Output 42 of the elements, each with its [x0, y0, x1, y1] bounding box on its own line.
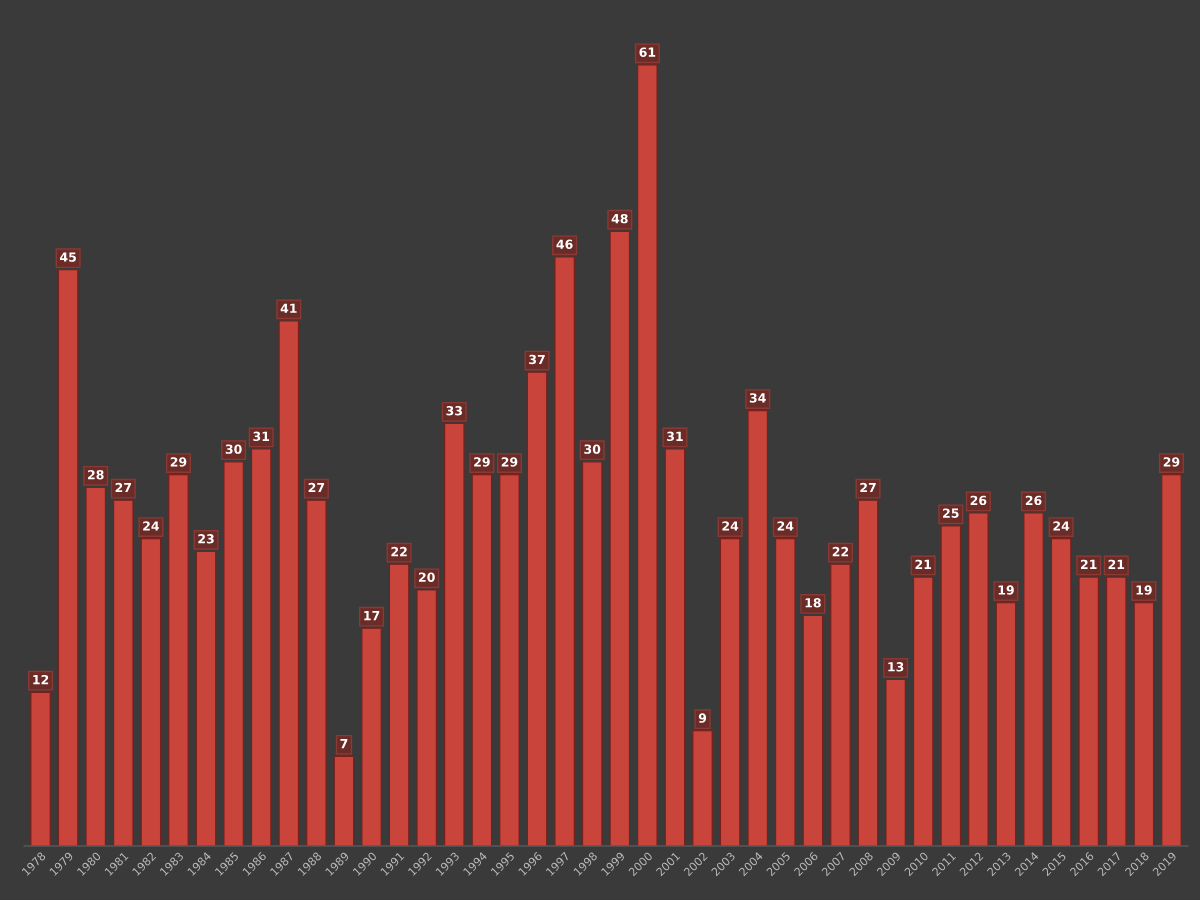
data-label: 21: [1108, 559, 1125, 569]
data-label: 41: [280, 303, 297, 313]
data-label: 7: [340, 739, 348, 749]
data-label: 29: [501, 457, 518, 467]
data-label: 30: [225, 444, 242, 454]
data-label: 27: [308, 482, 325, 493]
data-label: 61: [639, 47, 656, 57]
data-label: 45: [60, 252, 76, 262]
data-label: 29: [1163, 457, 1180, 467]
data-label: 26: [970, 495, 987, 506]
data-label: 20: [419, 572, 435, 582]
data-label: 29: [474, 457, 490, 467]
data-label: 17: [364, 611, 380, 621]
data-label: 34: [749, 393, 766, 403]
data-label: 13: [888, 662, 904, 672]
data-label: 24: [722, 521, 739, 531]
data-label: 46: [556, 239, 573, 249]
data-label: 29: [170, 457, 187, 467]
data-label: 22: [832, 546, 849, 557]
data-label: 9: [698, 713, 707, 723]
data-label: 18: [805, 598, 821, 608]
data-label: 48: [611, 213, 628, 224]
data-label: 12: [33, 674, 49, 685]
data-label: 28: [88, 470, 104, 480]
data-label: 26: [1025, 495, 1042, 506]
data-label: 19: [998, 585, 1014, 595]
data-label: 21: [915, 559, 932, 569]
data-label: 24: [143, 521, 159, 531]
data-label: 33: [446, 405, 462, 416]
data-label: 23: [198, 534, 214, 544]
data-label: 31: [667, 431, 683, 442]
data-label: 25: [943, 508, 959, 518]
data-label: 27: [115, 482, 131, 493]
data-label: 24: [1053, 521, 1070, 531]
data-label: 24: [777, 521, 794, 531]
data-label: 22: [391, 546, 407, 557]
data-label: 19: [1136, 585, 1152, 595]
data-label: 27: [860, 482, 876, 493]
data-label: 31: [253, 431, 270, 442]
data-label: 21: [1080, 559, 1097, 569]
data-label: 30: [584, 444, 601, 454]
data-label: 37: [529, 354, 545, 365]
